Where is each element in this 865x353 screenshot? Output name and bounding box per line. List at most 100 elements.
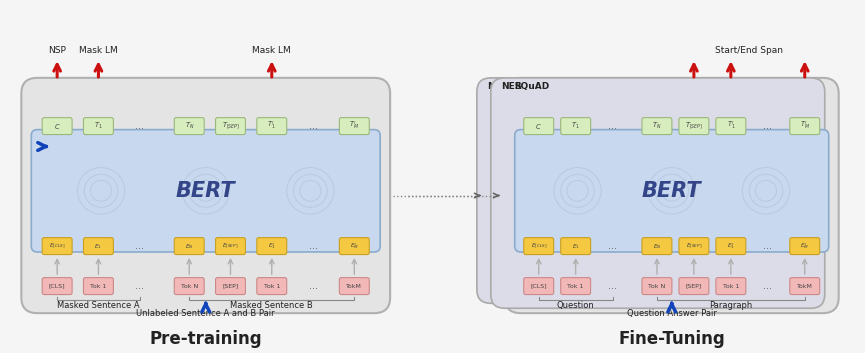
Text: [CLS]: [CLS]	[48, 283, 66, 289]
Text: $T_N$: $T_N$	[184, 121, 194, 131]
Text: $T_N$: $T_N$	[652, 121, 662, 131]
Text: $C$: $C$	[54, 121, 61, 131]
FancyBboxPatch shape	[31, 130, 381, 252]
Text: Paragraph: Paragraph	[709, 301, 753, 310]
FancyBboxPatch shape	[790, 238, 820, 255]
Text: $E_{[SEP]}$: $E_{[SEP]}$	[686, 241, 702, 251]
FancyBboxPatch shape	[524, 118, 554, 134]
FancyBboxPatch shape	[679, 277, 708, 294]
Text: $T_{[SEP]}$: $T_{[SEP]}$	[685, 121, 703, 131]
Text: Masked Sentence B: Masked Sentence B	[230, 301, 313, 310]
Text: [SEP]: [SEP]	[686, 283, 702, 289]
Text: $E_{[CLS]}$: $E_{[CLS]}$	[49, 241, 66, 251]
FancyBboxPatch shape	[42, 238, 72, 255]
Text: ...: ...	[135, 241, 144, 251]
Text: NER: NER	[501, 82, 522, 91]
Text: Masked Sentence A: Masked Sentence A	[57, 301, 140, 310]
Text: Tok N: Tok N	[181, 283, 198, 289]
Text: MNLI: MNLI	[487, 82, 513, 91]
FancyBboxPatch shape	[42, 277, 72, 294]
FancyBboxPatch shape	[174, 238, 204, 255]
Text: TokM: TokM	[346, 283, 362, 289]
FancyBboxPatch shape	[215, 277, 246, 294]
Text: $E_M'$: $E_M'$	[349, 241, 359, 251]
Text: Pre-training: Pre-training	[150, 330, 262, 348]
Text: $T_1$: $T_1$	[94, 121, 103, 131]
Text: ...: ...	[135, 121, 144, 131]
Text: $T_M'$: $T_M'$	[800, 120, 810, 132]
FancyBboxPatch shape	[22, 78, 390, 313]
FancyBboxPatch shape	[515, 130, 829, 252]
FancyBboxPatch shape	[679, 238, 708, 255]
Text: $T_1$: $T_1$	[572, 121, 580, 131]
Text: ...: ...	[608, 241, 617, 251]
Text: $E_1$: $E_1$	[94, 242, 102, 251]
Text: Mask LM: Mask LM	[79, 46, 118, 55]
FancyBboxPatch shape	[83, 277, 113, 294]
Text: $T_M'$: $T_M'$	[349, 120, 359, 132]
Text: [CLS]: [CLS]	[530, 283, 547, 289]
Text: $E_{[SEP]}$: $E_{[SEP]}$	[222, 241, 239, 251]
Text: $E_1'$: $E_1'$	[727, 241, 734, 251]
Text: ...: ...	[135, 281, 144, 291]
FancyBboxPatch shape	[477, 78, 811, 303]
Text: $E_N$: $E_N$	[185, 242, 194, 251]
FancyBboxPatch shape	[215, 238, 246, 255]
Text: $C$: $C$	[535, 121, 542, 131]
Text: $E_{[CLS]}$: $E_{[CLS]}$	[530, 241, 547, 251]
FancyBboxPatch shape	[524, 238, 554, 255]
Text: ...: ...	[608, 121, 617, 131]
FancyBboxPatch shape	[83, 238, 113, 255]
FancyBboxPatch shape	[339, 118, 369, 134]
FancyBboxPatch shape	[561, 118, 591, 134]
FancyBboxPatch shape	[642, 238, 672, 255]
Text: $E_1$: $E_1$	[572, 242, 580, 251]
Text: Tok 1: Tok 1	[90, 283, 106, 289]
FancyBboxPatch shape	[83, 118, 113, 134]
Text: Mask LM: Mask LM	[253, 46, 292, 55]
Text: ...: ...	[763, 281, 772, 291]
FancyBboxPatch shape	[505, 78, 839, 313]
Text: ...: ...	[763, 241, 772, 251]
FancyBboxPatch shape	[490, 78, 824, 308]
Text: ...: ...	[309, 121, 317, 131]
FancyBboxPatch shape	[524, 277, 554, 294]
Text: BERT: BERT	[642, 181, 702, 201]
FancyBboxPatch shape	[257, 238, 286, 255]
Text: Unlabeled Sentence A and B Pair: Unlabeled Sentence A and B Pair	[137, 309, 275, 318]
Text: $E_1'$: $E_1'$	[268, 241, 276, 251]
FancyBboxPatch shape	[716, 118, 746, 134]
FancyBboxPatch shape	[561, 238, 591, 255]
FancyBboxPatch shape	[215, 118, 246, 134]
Text: BERT: BERT	[176, 181, 235, 201]
FancyBboxPatch shape	[174, 277, 204, 294]
FancyBboxPatch shape	[642, 118, 672, 134]
FancyBboxPatch shape	[257, 277, 286, 294]
Text: ...: ...	[309, 241, 317, 251]
Text: [SEP]: [SEP]	[222, 283, 239, 289]
FancyBboxPatch shape	[561, 277, 591, 294]
FancyBboxPatch shape	[679, 118, 708, 134]
Text: Tok 1: Tok 1	[722, 283, 739, 289]
Text: ...: ...	[309, 281, 317, 291]
FancyBboxPatch shape	[716, 277, 746, 294]
Text: $E_M'$: $E_M'$	[800, 241, 810, 251]
Text: $E_N$: $E_N$	[652, 242, 661, 251]
Text: ...: ...	[608, 281, 617, 291]
FancyBboxPatch shape	[174, 118, 204, 134]
Text: SQuAD: SQuAD	[515, 82, 550, 91]
Text: Question: Question	[557, 301, 594, 310]
FancyBboxPatch shape	[790, 118, 820, 134]
Text: NSP: NSP	[48, 46, 66, 55]
Text: Question Answer Pair: Question Answer Pair	[627, 309, 717, 318]
FancyBboxPatch shape	[339, 238, 369, 255]
Text: $T_1'$: $T_1'$	[267, 120, 276, 132]
Text: Tok N: Tok N	[649, 283, 665, 289]
FancyBboxPatch shape	[716, 238, 746, 255]
Text: Start/End Span: Start/End Span	[715, 46, 784, 55]
FancyBboxPatch shape	[339, 277, 369, 294]
Text: $T_{[SEP]}$: $T_{[SEP]}$	[221, 121, 240, 131]
Text: $T_1'$: $T_1'$	[727, 120, 735, 132]
FancyBboxPatch shape	[257, 118, 286, 134]
FancyBboxPatch shape	[642, 277, 672, 294]
